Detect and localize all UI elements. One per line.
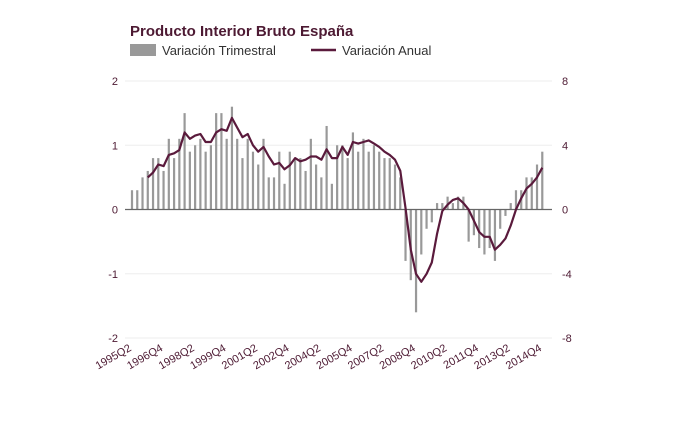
bar: [283, 183, 286, 210]
bar: [483, 209, 486, 255]
bar: [420, 209, 423, 255]
bar: [525, 177, 528, 210]
bar: [230, 106, 234, 210]
bar: [204, 151, 207, 210]
bar: [530, 177, 533, 210]
bar: [457, 196, 460, 210]
bar: [446, 196, 449, 210]
y-left-tick-label: 0: [112, 205, 118, 217]
bar: [236, 138, 239, 210]
bar: [425, 209, 428, 229]
bar: [372, 145, 376, 210]
bar: [257, 164, 260, 210]
chart-title: Producto Interior Bruto España: [130, 23, 354, 40]
y-left-tick-label: 1: [112, 140, 118, 152]
bar: [183, 113, 186, 210]
bar: [299, 158, 302, 210]
y-right-tick-label: 0: [562, 205, 568, 217]
bar: [188, 151, 191, 210]
bar: [320, 177, 323, 210]
bar: [541, 151, 544, 210]
bar: [251, 151, 255, 210]
bar: [404, 209, 407, 261]
bar: [241, 158, 244, 210]
bar: [304, 170, 307, 210]
y-right-tick-label: -8: [562, 333, 572, 345]
bar: [435, 203, 439, 210]
bar: [388, 158, 391, 210]
y-right-tick-label: 8: [562, 76, 568, 88]
bar: [346, 158, 349, 210]
bar: [215, 113, 218, 210]
bar: [141, 177, 144, 210]
bar: [151, 158, 155, 210]
bar: [293, 158, 297, 210]
bar: [278, 151, 281, 210]
bar: [172, 158, 176, 210]
bar: [288, 151, 291, 210]
y-right-tick-label: -4: [562, 269, 572, 281]
bar: [357, 151, 360, 210]
bar: [535, 164, 539, 210]
bar: [488, 209, 491, 249]
bar: [467, 209, 470, 242]
bar: [272, 177, 276, 210]
bar: [209, 145, 212, 210]
bar: [262, 138, 265, 210]
bar: [162, 170, 165, 210]
bar: [267, 177, 270, 210]
legend: Variación Trimestral Variación Anual: [130, 43, 431, 58]
bar: [130, 190, 134, 210]
bar: [146, 170, 149, 210]
bar: [393, 164, 397, 210]
bar: [194, 145, 197, 210]
legend-bar-swatch: [130, 44, 156, 56]
bar: [414, 209, 418, 313]
bar: [399, 177, 402, 210]
bar: [341, 145, 344, 210]
bar: [167, 138, 170, 210]
bar: [330, 183, 333, 210]
bar: [478, 209, 481, 249]
bar: [367, 151, 370, 210]
bar: [430, 209, 433, 223]
bar: [493, 209, 497, 261]
bar: [225, 138, 228, 210]
bar: [220, 113, 223, 210]
bar: [499, 209, 502, 229]
bar: [199, 138, 202, 210]
bar: [325, 125, 328, 210]
bar: [362, 138, 365, 210]
bar: [315, 164, 318, 210]
bar: [451, 203, 454, 210]
bar: [509, 203, 512, 210]
bar: [378, 151, 381, 210]
x-tick-label: 2014Q4: [504, 342, 544, 372]
bar: [383, 158, 386, 210]
bar: [309, 138, 312, 210]
legend-line-label: Variación Anual: [342, 43, 431, 58]
bar: [157, 158, 160, 210]
bar: [246, 138, 249, 210]
bar: [336, 145, 339, 210]
annual-line: [147, 116, 544, 283]
y-left-tick-label: 2: [112, 76, 118, 88]
y-left-tick-label: -2: [108, 333, 118, 345]
bar: [514, 190, 518, 210]
x-tick-label: 2010Q2: [409, 342, 449, 372]
bar: [441, 203, 444, 210]
legend-bar-label: Variación Trimestral: [162, 43, 276, 58]
y-left-tick-label: -1: [108, 269, 118, 281]
y-right-tick-label: 4: [562, 140, 568, 152]
bar: [136, 190, 139, 210]
bar: [178, 138, 181, 210]
bar: [504, 209, 507, 216]
bar: [351, 132, 355, 210]
